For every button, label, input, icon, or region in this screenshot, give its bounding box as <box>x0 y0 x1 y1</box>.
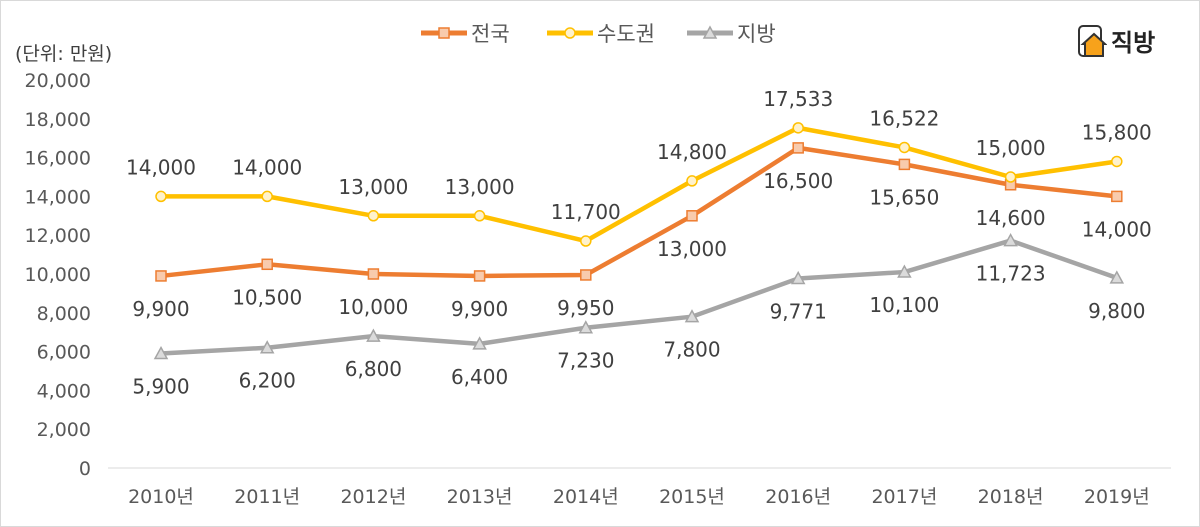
data-label: 13,000 <box>338 175 408 199</box>
house-logo-icon <box>1078 24 1107 57</box>
data-point <box>790 270 806 285</box>
x-tick-label: 2019년 <box>1084 486 1150 508</box>
data-label: 10,500 <box>232 285 302 309</box>
legend-marker-circle-icon <box>564 27 576 39</box>
legend-marker-triangle-icon <box>702 25 718 39</box>
data-label: 15,650 <box>869 185 939 209</box>
data-point <box>155 270 167 282</box>
data-point <box>1003 233 1018 247</box>
data-label: 11,723 <box>976 262 1046 286</box>
series-line-지방 <box>160 238 1118 356</box>
legend-label: 지방 <box>737 22 776 46</box>
y-tick-label: 20,000 <box>25 70 91 92</box>
x-tick-label: 2017년 <box>871 486 937 508</box>
y-tick-label: 0 <box>79 458 91 480</box>
data-point <box>259 340 275 354</box>
data-point <box>1004 171 1017 183</box>
data-label: 16,500 <box>763 169 833 193</box>
x-tick-label: 2016년 <box>765 486 831 508</box>
data-label: 9,900 <box>451 297 508 321</box>
data-label: 13,000 <box>657 237 727 261</box>
data-point <box>580 269 592 281</box>
legend-label: 수도권 <box>597 22 655 46</box>
data-label: 14,800 <box>657 140 727 164</box>
series-line-전국 <box>160 145 1118 279</box>
y-tick-label: 14,000 <box>25 186 91 208</box>
data-point <box>898 141 911 154</box>
data-label: 7,230 <box>557 349 614 373</box>
data-label: 14,000 <box>232 155 302 179</box>
data-label: 10,000 <box>338 295 408 319</box>
data-point <box>686 210 698 222</box>
data-label: 6,400 <box>451 365 508 389</box>
data-point <box>367 268 380 280</box>
data-point <box>261 190 273 203</box>
data-label: 6,200 <box>239 369 296 393</box>
y-tick-label: 10,000 <box>25 264 91 286</box>
legend-label: 전국 <box>471 22 510 46</box>
data-label: 16,522 <box>869 106 939 130</box>
data-label: 9,800 <box>1088 299 1145 323</box>
x-tick-label: 2013년 <box>447 486 513 508</box>
data-point <box>153 345 169 360</box>
data-point <box>1111 190 1123 203</box>
data-point <box>578 320 594 334</box>
y-tick-label: 2,000 <box>37 419 91 441</box>
data-label: 14,600 <box>976 206 1046 230</box>
x-tick-label: 2018년 <box>978 486 1044 508</box>
data-label: 9,771 <box>770 299 827 323</box>
y-tick-label: 18,000 <box>25 109 91 131</box>
data-point <box>261 258 273 271</box>
data-label: 15,800 <box>1082 120 1152 144</box>
data-label: 9,900 <box>132 297 189 321</box>
data-point <box>898 158 911 171</box>
data-point <box>473 210 486 222</box>
data-point <box>1109 270 1125 284</box>
data-label: 17,533 <box>763 87 833 111</box>
x-tick-label: 2012년 <box>340 486 406 508</box>
unit-label: (단위: 만원) <box>15 43 113 65</box>
data-point <box>792 142 804 154</box>
data-point <box>366 328 381 342</box>
data-label: 6,800 <box>345 357 402 381</box>
data-point <box>580 235 592 247</box>
logo-text: 직방 <box>1111 29 1156 57</box>
data-label: 11,700 <box>551 200 621 224</box>
data-point <box>686 175 698 187</box>
data-label: 13,000 <box>445 175 515 199</box>
data-label: 14,000 <box>1082 217 1152 241</box>
legend-marker-square-icon <box>438 27 450 39</box>
data-label: 10,100 <box>869 293 939 317</box>
data-point <box>684 309 700 323</box>
y-tick-label: 4,000 <box>37 380 91 402</box>
y-tick-label: 6,000 <box>37 342 91 364</box>
x-tick-label: 2014년 <box>553 486 619 508</box>
data-point <box>367 210 380 222</box>
data-point <box>155 190 167 203</box>
data-point <box>1111 155 1123 168</box>
data-label: 15,000 <box>976 136 1046 160</box>
data-point <box>472 336 487 350</box>
x-tick-label: 2011년 <box>234 486 300 508</box>
series-line-수도권 <box>161 125 1118 244</box>
y-tick-label: 16,000 <box>25 148 91 170</box>
data-label: 14,000 <box>126 155 196 179</box>
data-label: 5,900 <box>132 375 189 399</box>
data-point <box>897 264 912 278</box>
y-tick-label: 12,000 <box>25 225 91 247</box>
y-tick-label: 8,000 <box>37 303 91 325</box>
data-point <box>792 122 804 134</box>
data-label: 9,950 <box>557 296 614 320</box>
x-tick-label: 2010년 <box>128 486 194 508</box>
data-point <box>473 270 486 282</box>
data-label: 7,800 <box>663 338 720 362</box>
logo: 직방 <box>1077 23 1155 58</box>
x-tick-label: 2015년 <box>659 486 725 508</box>
